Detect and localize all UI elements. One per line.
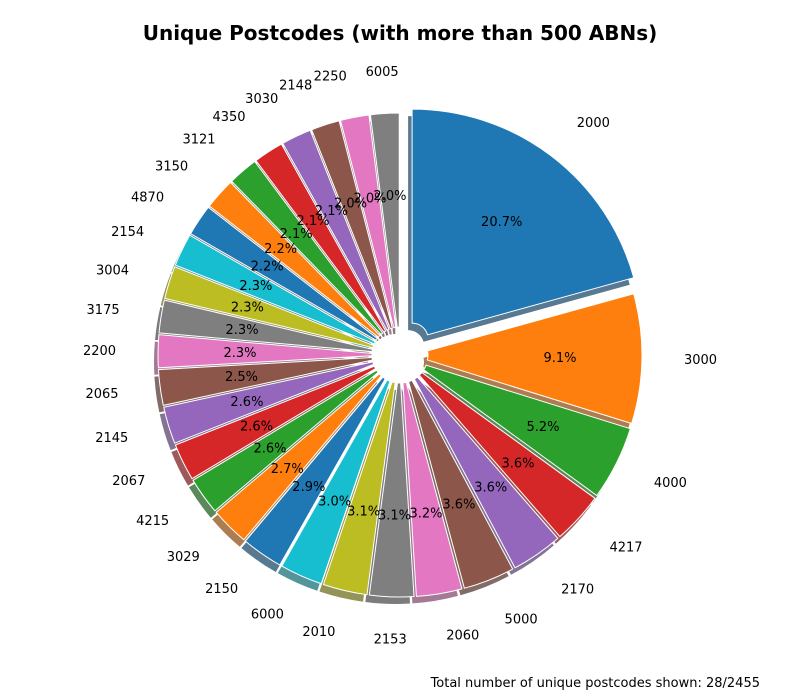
slice-2067	[174, 365, 377, 480]
category-label-4215: 4215	[136, 514, 169, 529]
percent-label-2145: 2.6%	[230, 395, 263, 410]
percent-label-2250: 2.0%	[354, 191, 387, 206]
slices	[157, 108, 643, 598]
percent-label-2153: 3.1%	[378, 508, 411, 523]
category-label-3000: 3000	[684, 353, 717, 368]
slice-3004	[164, 266, 375, 349]
slice-3150	[208, 181, 381, 338]
category-label-3150: 3150	[155, 159, 188, 174]
percent-label-3004: 2.3%	[231, 300, 264, 315]
percent-label-3000: 9.1%	[543, 351, 576, 366]
percent-label-4870: 2.2%	[251, 259, 284, 274]
slice-2150	[244, 376, 386, 566]
percent-label-3150: 2.2%	[264, 242, 297, 257]
percent-label-2170: 3.6%	[474, 480, 507, 495]
percent-labels: 20.7%9.1%5.2%3.6%3.6%3.6%3.2%3.1%3.1%3.0…	[224, 189, 577, 524]
percent-label-2200: 2.3%	[224, 346, 257, 361]
category-label-2150: 2150	[205, 582, 238, 597]
category-label-4350: 4350	[212, 110, 245, 125]
category-label-2145: 2145	[95, 431, 128, 446]
slice-2148	[310, 120, 393, 330]
slice-6000	[281, 379, 391, 585]
chart-title: Unique Postcodes (with more than 500 ABN…	[143, 21, 658, 45]
category-label-4870: 4870	[131, 190, 164, 205]
percent-label-3121: 2.1%	[280, 227, 313, 242]
category-labels: 2000 3000 4000 4217 2170 5000 2060 2153 2010 6000…	[83, 65, 717, 647]
category-label-6000: 6000	[251, 608, 284, 623]
category-label-2067: 2067	[112, 474, 145, 489]
percent-label-4217: 3.6%	[501, 457, 534, 472]
slice-5000	[407, 379, 514, 589]
category-label-4217: 4217	[609, 540, 642, 555]
category-label-3029: 3029	[167, 550, 200, 565]
slice-2153	[368, 382, 415, 598]
category-label-2000: 2000	[577, 116, 610, 131]
slice-2010	[322, 381, 396, 596]
percent-label-6000: 3.0%	[318, 495, 351, 510]
percent-label-6005: 2.0%	[373, 189, 406, 204]
percent-label-2148: 2.0%	[334, 196, 367, 211]
percent-label-2154: 2.3%	[239, 279, 272, 294]
percent-label-5000: 3.6%	[442, 497, 475, 512]
category-label-2148: 2148	[279, 78, 312, 93]
percent-label-3029: 2.7%	[271, 462, 304, 477]
category-label-2060: 2060	[446, 629, 479, 644]
slice-4000	[422, 364, 631, 497]
slice-2200	[157, 334, 373, 369]
slice-3000	[426, 293, 643, 425]
category-label-2200: 2200	[83, 344, 116, 359]
percent-label-2010: 3.1%	[347, 504, 380, 519]
slice-4215	[192, 369, 379, 512]
category-label-5000: 5000	[505, 613, 538, 628]
slice-4870	[189, 206, 379, 342]
category-label-3004: 3004	[96, 263, 129, 278]
slice-2250	[339, 114, 397, 329]
slice-4350	[255, 143, 387, 333]
category-label-4000: 4000	[654, 476, 687, 491]
category-label-6005: 6005	[366, 65, 399, 80]
percent-label-2067: 2.6%	[240, 419, 273, 434]
percent-label-2150: 2.9%	[292, 480, 325, 495]
category-label-2065: 2065	[85, 387, 118, 402]
percent-label-3030: 2.1%	[315, 204, 348, 219]
slice-3175	[158, 299, 374, 353]
category-label-3030: 3030	[245, 92, 278, 107]
percent-label-4000: 5.2%	[526, 420, 559, 435]
percent-label-4215: 2.6%	[253, 442, 286, 457]
category-label-2250: 2250	[314, 70, 347, 85]
slice-2060	[402, 381, 463, 597]
percent-label-2060: 3.2%	[410, 506, 443, 521]
category-label-3175: 3175	[87, 303, 120, 318]
percent-label-2000: 20.7%	[481, 215, 522, 230]
category-label-2170: 2170	[561, 582, 594, 597]
slice-3030	[282, 129, 390, 331]
slice-3121	[230, 160, 384, 336]
chart-footer: Total number of unique postcodes shown: …	[430, 676, 760, 691]
slice-2065	[157, 356, 374, 406]
percent-label-4350: 2.1%	[296, 214, 329, 229]
category-label-2153: 2153	[374, 632, 407, 647]
slice-2154	[174, 234, 377, 345]
slice-2000	[411, 108, 635, 336]
category-label-3121: 3121	[182, 133, 215, 148]
slice-6005	[369, 112, 400, 328]
slice-2170	[413, 376, 559, 569]
slice-4217	[418, 371, 596, 538]
category-label-2154: 2154	[111, 225, 144, 240]
slice-2145	[163, 361, 375, 444]
percent-label-3175: 2.3%	[226, 323, 259, 338]
slice-3029	[215, 373, 382, 541]
category-label-2010: 2010	[302, 625, 335, 640]
percent-label-2065: 2.5%	[225, 370, 258, 385]
